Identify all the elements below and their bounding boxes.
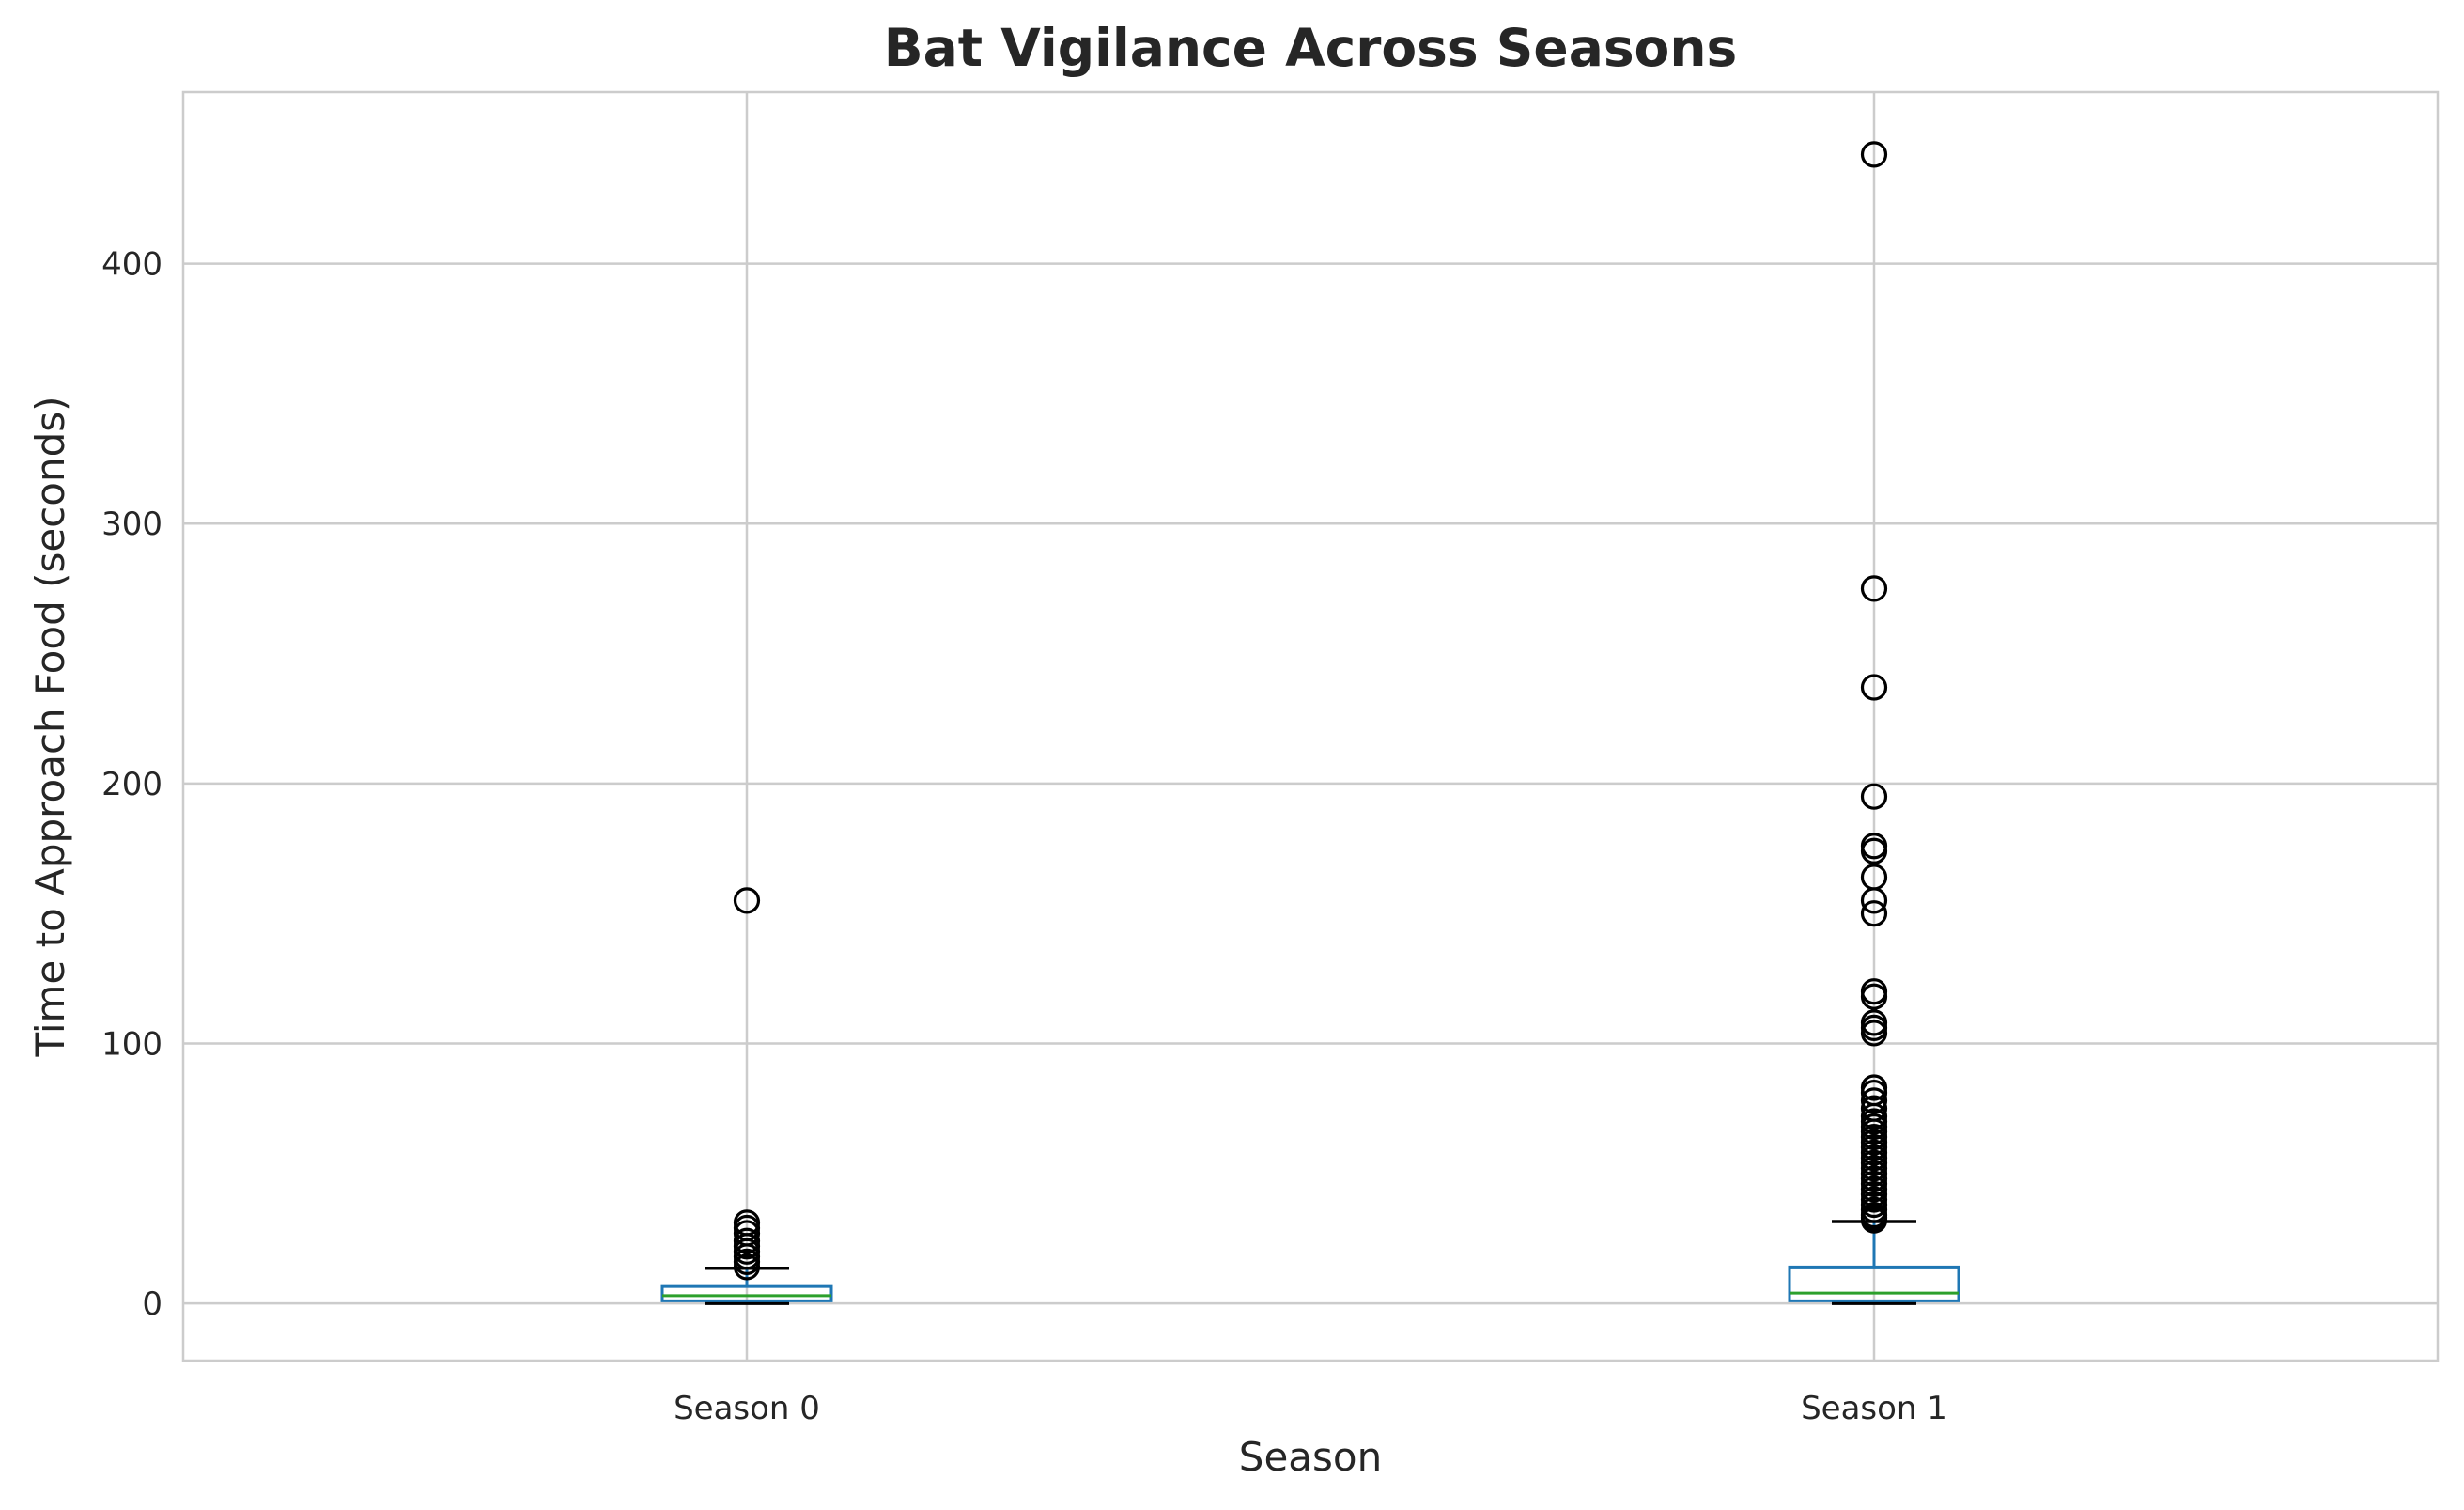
iqr-box bbox=[1788, 1265, 1960, 1302]
x-tick-label: Season 0 bbox=[674, 1390, 820, 1427]
outlier-point bbox=[1860, 887, 1888, 914]
plot-frame bbox=[181, 90, 2440, 1362]
grid-layer bbox=[183, 92, 2438, 1361]
outlier-point bbox=[1860, 141, 1888, 168]
y-tick-label: 0 bbox=[142, 1285, 163, 1323]
outlier-point bbox=[1860, 1206, 1888, 1234]
iqr-box bbox=[660, 1284, 833, 1302]
x-tick-label: Season 1 bbox=[1801, 1390, 1947, 1427]
outlier-point bbox=[1860, 900, 1888, 927]
box-group bbox=[660, 887, 833, 1305]
outlier-point bbox=[733, 1253, 761, 1281]
ticks-layer: 0 100 200 300 400 Season 0 Season 1 bbox=[101, 246, 1947, 1427]
y-tick-label: 400 bbox=[101, 246, 163, 284]
box-group bbox=[1788, 141, 1960, 1305]
outlier-point bbox=[1860, 983, 1888, 1010]
outlier-point bbox=[1860, 575, 1888, 602]
outlier-point bbox=[1860, 837, 1888, 864]
outlier-point bbox=[1860, 674, 1888, 701]
y-tick-label: 200 bbox=[101, 766, 163, 803]
y-axis-label: Time to Approach Food (seconds) bbox=[27, 396, 73, 1057]
outlier-point bbox=[1860, 783, 1888, 810]
chart-title: Bat Vigilance Across Seasons bbox=[884, 18, 1737, 78]
x-axis-label: Season bbox=[1239, 1434, 1382, 1480]
outlier-point bbox=[733, 887, 761, 914]
y-tick-label: 100 bbox=[101, 1026, 163, 1064]
marks-layer bbox=[660, 141, 1960, 1305]
outlier-point bbox=[1860, 1087, 1888, 1114]
outlier-point bbox=[1860, 1020, 1888, 1047]
y-tick-label: 300 bbox=[101, 506, 163, 543]
